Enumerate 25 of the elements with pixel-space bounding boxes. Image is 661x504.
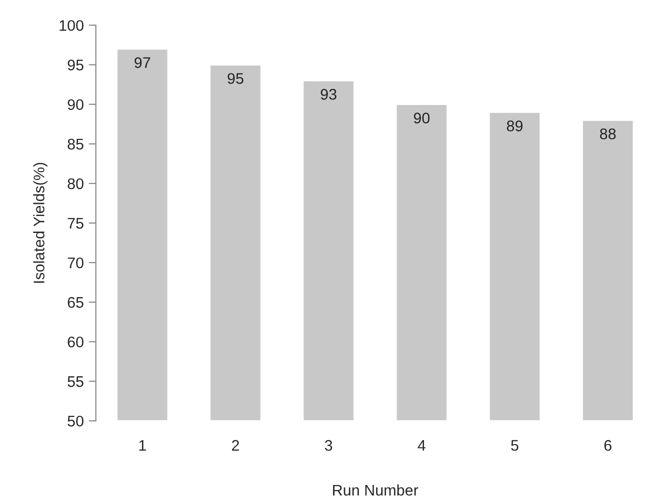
y-tick-label: 60	[68, 336, 84, 348]
y-tick-label: 55	[68, 376, 84, 387]
data-label: 93	[320, 88, 336, 100]
y-tick-label: 70	[68, 257, 84, 268]
x-axis-title: Run Number	[333, 484, 418, 496]
x-tick-label: 5	[511, 440, 518, 451]
y-axis-title: Isolated Yields(%)	[33, 162, 48, 283]
y-tick-label: 80	[68, 178, 84, 190]
y-tick-label: 75	[68, 218, 84, 229]
y-tick-label: 100	[60, 20, 84, 31]
data-label: 95	[228, 73, 244, 84]
y-tick-label: 90	[68, 99, 84, 110]
x-tick-label: 3	[324, 440, 332, 451]
x-tick-label: 4	[418, 440, 426, 451]
x-tick-label: 2	[232, 440, 239, 451]
data-label: 88	[600, 128, 616, 140]
x-tick-label: 1	[139, 440, 146, 451]
y-tick-label: 50	[68, 416, 84, 427]
y-tick-label: 95	[68, 60, 84, 70]
y-tick-label: 65	[68, 297, 84, 308]
x-tick-label: 6	[604, 440, 612, 451]
y-tick-label: 85	[68, 138, 84, 150]
data-label: 89	[506, 120, 523, 132]
data-label: 90	[414, 112, 430, 124]
data-label: 97	[134, 57, 150, 68]
